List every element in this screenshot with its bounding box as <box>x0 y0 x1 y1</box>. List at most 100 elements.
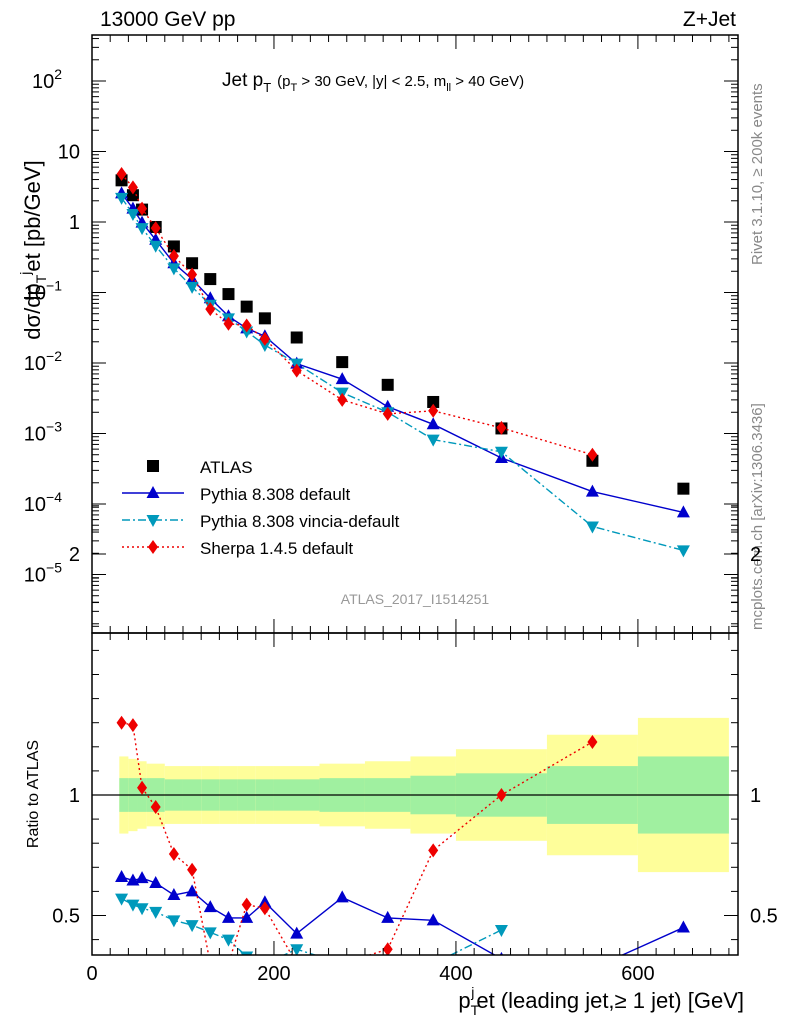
data-point <box>126 189 139 202</box>
ratio-xlabel: pTjet (leading jet,≥ 1 jet) [GeV] <box>458 984 744 1018</box>
data-point <box>186 257 199 270</box>
ratio-y-tick-label: 2 <box>69 544 80 566</box>
ratio-point <box>135 903 149 916</box>
title-cuts-rest: > 30 GeV, |y| < 2.5, m <box>297 73 446 90</box>
main-ylabel: dσ/dpTjet [pb/GeV] <box>17 160 49 339</box>
data-point <box>676 545 690 558</box>
legend-marker <box>146 486 160 498</box>
header-left: 13000 GeV pp <box>100 8 235 31</box>
ratio-point <box>149 906 163 919</box>
title-cuts-sub: T <box>291 82 298 94</box>
data-point <box>337 392 348 407</box>
ratio-point <box>335 890 349 903</box>
ratio-point <box>586 962 599 974</box>
ratio-series <box>115 715 690 974</box>
data-point <box>135 223 149 236</box>
ratio-point <box>127 718 138 733</box>
data-point <box>205 302 216 317</box>
ratio-point <box>203 927 217 940</box>
ratio-point <box>240 910 254 923</box>
ratio-point <box>676 920 690 933</box>
y-tick-label: 10−4 <box>24 489 62 516</box>
data-point <box>126 208 140 221</box>
data-point <box>427 395 440 408</box>
ratio-point <box>241 897 252 912</box>
series-line <box>121 173 593 456</box>
ratio-point <box>187 862 198 877</box>
x-tick-label: 600 <box>621 963 654 985</box>
data-point <box>204 273 217 286</box>
data-point <box>167 263 181 276</box>
data-point <box>426 417 440 430</box>
data-point <box>223 316 234 331</box>
ratio-point <box>496 788 507 802</box>
title-main: Jet p <box>222 70 263 91</box>
ratio-point <box>115 869 129 882</box>
data-point <box>426 434 440 447</box>
data-point <box>115 192 129 205</box>
legend-marker <box>146 515 160 527</box>
data-point <box>335 372 349 385</box>
ratio-line <box>121 898 502 955</box>
watermark: ATLAS_2017_I1514251 <box>341 591 490 607</box>
ratio-point <box>221 910 235 923</box>
ratio-point <box>292 957 302 971</box>
ratio-line <box>121 722 593 955</box>
header-right: Z+Jet <box>683 8 736 31</box>
title-cuts: (p <box>277 73 290 90</box>
ratio-point <box>428 843 439 858</box>
data-point <box>585 521 599 534</box>
ratio-point <box>185 884 199 897</box>
mcplots-label: mcplots.cern.ch [arXiv:1306.3436] <box>749 403 766 630</box>
ratio-point <box>290 944 304 955</box>
main-frame <box>91 34 739 634</box>
data-point <box>116 166 127 181</box>
ratio-point <box>587 734 598 749</box>
data-point <box>677 482 690 495</box>
y-tick-label: 10−2 <box>24 348 62 375</box>
ratio-point <box>168 847 179 862</box>
ratio-point <box>116 715 127 730</box>
svg-text:dσ/dpTjet [pb/GeV]: dσ/dpTjet [pb/GeV] <box>17 160 49 339</box>
legend: ATLAS Pythia 8.308 default Pythia 8.308 vi… <box>122 458 400 558</box>
data-point <box>381 378 394 391</box>
data-point <box>259 331 270 346</box>
ratio-point <box>167 888 181 901</box>
data-point <box>382 406 393 421</box>
data-point <box>137 201 148 216</box>
ratio-point <box>203 900 217 913</box>
legend-label: ATLAS <box>200 458 253 477</box>
y-tick-label: 1 <box>69 212 80 234</box>
title-cuts-sub2: ll <box>446 82 451 94</box>
data-point <box>241 318 252 333</box>
data-point <box>167 240 180 253</box>
ratio-point <box>494 924 508 937</box>
ratio-point <box>205 957 215 971</box>
title-cuts-tail: > 40 GeV) <box>451 73 524 90</box>
ratio-point <box>382 942 393 955</box>
legend-label: Sherpa 1.4.5 default <box>200 539 353 558</box>
data-point <box>187 267 198 282</box>
plot-title: Jet pT (pT > 30 GeV, |y| < 2.5, mll > 40 … <box>222 70 524 95</box>
y-tick-label: 10−5 <box>24 560 62 587</box>
data-point <box>494 446 508 459</box>
ratio-ylabel: Ratio to ATLAS <box>25 740 42 848</box>
data-point <box>240 300 253 313</box>
x-tick-label: 400 <box>439 963 472 985</box>
data-point <box>428 403 439 418</box>
data-point <box>150 221 161 236</box>
ratio-point <box>150 800 161 815</box>
data-point <box>291 363 302 378</box>
ratio-point <box>259 901 270 916</box>
ratio-point <box>223 957 233 971</box>
rivet-label: Rivet 3.1.10, ≥ 200k events <box>749 83 766 265</box>
ratio-point <box>126 899 140 912</box>
ratio-point <box>135 871 149 884</box>
ratio-y-tick-label-right: 0.5 <box>750 906 778 928</box>
x-tick-label: 0 <box>86 963 97 985</box>
ratio-point <box>426 913 440 926</box>
data-point <box>336 356 349 369</box>
ratio-y-tick-label-right: 1 <box>750 785 761 807</box>
legend-label: Pythia 8.308 vincia-default <box>200 512 400 531</box>
